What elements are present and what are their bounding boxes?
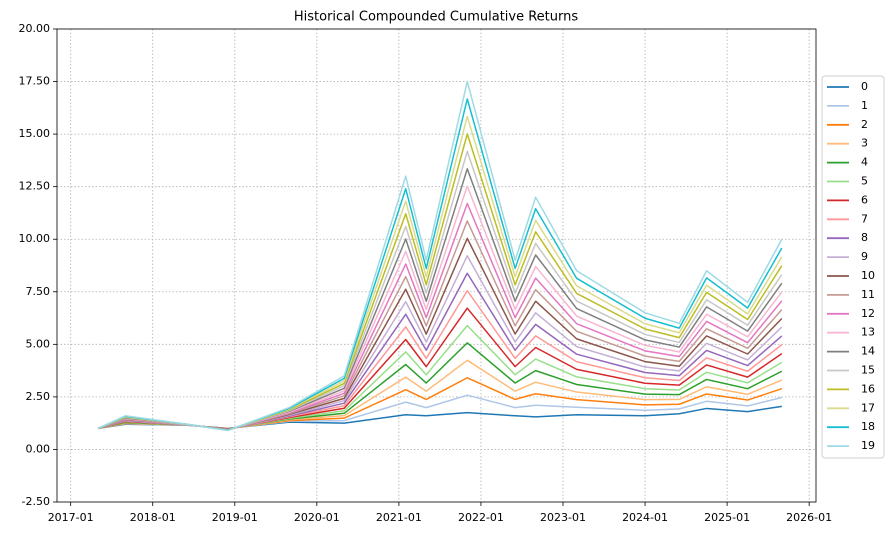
series-line xyxy=(97,115,783,432)
legend-label: 0 xyxy=(861,80,868,93)
series-line xyxy=(97,405,782,430)
y-tick-label: 20.00 xyxy=(19,22,51,35)
legend-label: 3 xyxy=(861,137,868,150)
legend-label: 2 xyxy=(861,118,868,131)
legend-label: 8 xyxy=(861,231,868,244)
y-tick-label: 17.50 xyxy=(19,75,51,88)
legend-label: 5 xyxy=(861,175,868,188)
y-tick-label: 10.00 xyxy=(19,232,51,245)
x-tick-label: 2026-01 xyxy=(786,511,832,524)
legend-label: 15 xyxy=(861,364,875,377)
y-tick-label: 5.00 xyxy=(26,337,51,350)
legend-label: 16 xyxy=(861,382,875,395)
legend-label: 19 xyxy=(861,439,875,452)
y-tick-label: 15.00 xyxy=(19,127,51,140)
series-line xyxy=(97,202,783,431)
x-tick-label: 2018-01 xyxy=(130,511,176,524)
legend-label: 7 xyxy=(861,212,868,225)
legend-label: 18 xyxy=(861,420,875,433)
x-tick-label: 2022-01 xyxy=(458,511,504,524)
legend-label: 17 xyxy=(861,401,875,414)
legend-label: 1 xyxy=(861,99,868,112)
x-tick-label: 2024-01 xyxy=(622,511,668,524)
legend-label: 9 xyxy=(861,250,868,263)
y-tick-label: 12.50 xyxy=(19,180,51,193)
plot-frame xyxy=(56,28,817,503)
x-tick-label: 2025-01 xyxy=(704,511,750,524)
series-line xyxy=(97,168,783,431)
legend-label: 10 xyxy=(861,269,875,282)
legend-label: 4 xyxy=(861,156,868,169)
legend-label: 6 xyxy=(861,193,868,206)
y-tick-label: 2.50 xyxy=(26,390,51,403)
legend-label: 12 xyxy=(861,307,875,320)
legend-label: 11 xyxy=(861,288,875,301)
series-line xyxy=(97,80,783,432)
y-tick-label: -2.50 xyxy=(22,495,50,508)
x-tick-label: 2019-01 xyxy=(212,511,258,524)
legend-box xyxy=(821,75,885,459)
x-tick-label: 2020-01 xyxy=(294,511,340,524)
legend-label: 14 xyxy=(861,345,875,358)
y-tick-label: 7.50 xyxy=(26,285,51,298)
chart-title: Historical Compounded Cumulative Returns xyxy=(294,10,579,25)
x-tick-label: 2021-01 xyxy=(376,511,422,524)
x-tick-label: 2017-01 xyxy=(48,511,94,524)
series-line xyxy=(97,394,782,430)
y-tick-label: 0.00 xyxy=(26,442,51,455)
x-tick-label: 2023-01 xyxy=(540,511,586,524)
legend-label: 13 xyxy=(861,326,875,339)
